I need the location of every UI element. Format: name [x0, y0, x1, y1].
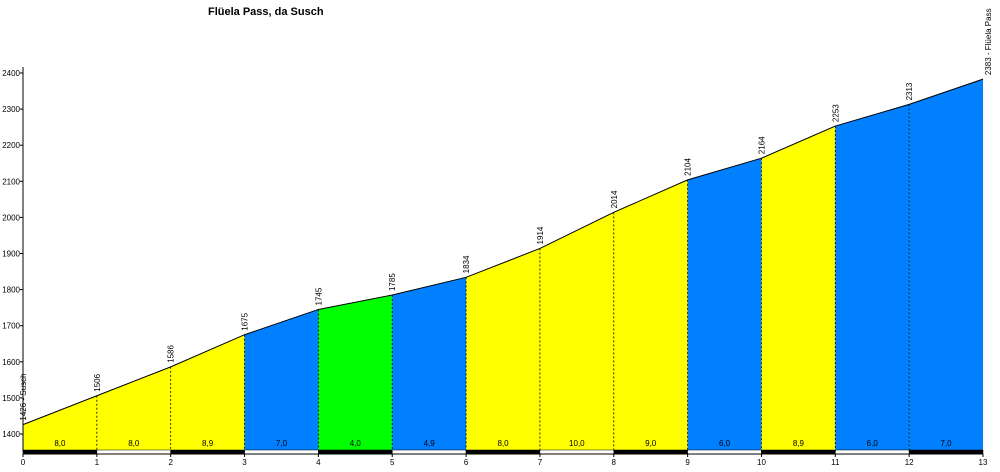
- elevation-label: 1785: [388, 273, 397, 291]
- elevation-label: 2164: [757, 136, 766, 154]
- elevation-label: 1586: [167, 345, 176, 363]
- distance-strip: [539, 449, 615, 455]
- gradient-label: 9,0: [645, 439, 657, 448]
- gradient-label: 8,0: [54, 439, 66, 448]
- x-tick-label: 7: [538, 458, 543, 467]
- elevation-label: 2253: [831, 104, 840, 122]
- x-tick-label: 8: [612, 458, 617, 467]
- x-tick-label: 3: [242, 458, 247, 467]
- gradient-label: 8,9: [793, 439, 805, 448]
- x-tick-label: 0: [21, 458, 26, 467]
- gradient-segment: [392, 277, 467, 452]
- elevation-label: 1506: [93, 373, 102, 391]
- x-tick-label: 5: [390, 458, 395, 467]
- x-tick-label: 10: [757, 458, 766, 467]
- gradient-label: 6,0: [867, 439, 879, 448]
- gradient-label: 4,9: [424, 439, 436, 448]
- elevation-label: 1675: [241, 312, 250, 330]
- gradient-label: 8,9: [202, 439, 214, 448]
- gradient-segment: [318, 295, 393, 452]
- x-tick-label: 11: [831, 458, 840, 467]
- x-tick-label: 4: [316, 458, 321, 467]
- elevation-label: 1745: [314, 287, 323, 305]
- gradient-segment: [23, 395, 97, 452]
- distance-strip: [391, 449, 467, 455]
- elevation-line: [22, 78, 984, 426]
- distance-strip: [613, 449, 688, 455]
- distance-strip: [908, 449, 984, 455]
- x-tick-label: 9: [685, 458, 690, 467]
- gradient-label: 4,0: [350, 439, 362, 448]
- gradient-segment: [835, 104, 910, 453]
- gradient-segment: [96, 366, 171, 452]
- distance-strip: [465, 449, 541, 455]
- gradient-label: 7,0: [276, 439, 288, 448]
- elevation-label: 2014: [610, 190, 619, 208]
- distance-strip: [244, 449, 319, 455]
- distance-strip: [170, 449, 245, 455]
- elevation-label: 2313: [905, 82, 914, 100]
- distance-strip: [318, 449, 393, 455]
- gradient-segment: [466, 248, 540, 452]
- x-tick-label: 6: [464, 458, 469, 467]
- y-tick-label: 1900: [2, 250, 20, 259]
- y-tick-label: 2000: [2, 213, 20, 222]
- y-tick-label: 2300: [2, 105, 20, 114]
- y-tick-label: 2100: [2, 177, 20, 186]
- distance-strip: [687, 449, 762, 455]
- gradient-label: 8,0: [497, 439, 509, 448]
- gradient-segment: [687, 158, 762, 453]
- distance-strip: [22, 449, 98, 455]
- y-tick-label: 1600: [2, 358, 20, 367]
- elevation-label: 2383 - Flüela Pass: [984, 8, 993, 75]
- x-tick-label: 2: [168, 458, 173, 467]
- x-tick-label: 1: [95, 458, 100, 467]
- y-tick-label: 1400: [2, 430, 20, 439]
- distance-strip: [761, 449, 836, 455]
- gradient-label: 10,0: [569, 439, 585, 448]
- gradient-segment: [909, 79, 983, 453]
- x-tick-label: 13: [979, 458, 988, 467]
- elevation-label: 1914: [536, 226, 545, 244]
- gradient-label: 6,0: [719, 439, 731, 448]
- y-tick-label: 2400: [2, 69, 20, 78]
- y-tick-label: 1800: [2, 286, 20, 295]
- gradient-segment: [761, 126, 836, 452]
- distance-strip: [96, 449, 171, 455]
- elevation-label: 1834: [462, 255, 471, 273]
- elevation-label: 2104: [684, 158, 693, 176]
- gradient-segment: [613, 179, 688, 452]
- y-tick-label: 1500: [2, 394, 20, 403]
- distance-strip: [835, 449, 910, 455]
- gradient-label: 8,0: [128, 439, 140, 448]
- gradient-segment: [539, 212, 614, 452]
- y-tick-label: 1700: [2, 322, 20, 331]
- y-tick-label: 2200: [2, 141, 20, 150]
- x-tick-label: 12: [905, 458, 914, 467]
- chart-title: Flüela Pass, da Susch: [208, 6, 324, 18]
- gradient-label: 7,0: [941, 439, 953, 448]
- gradient-segment: [170, 334, 245, 452]
- gradient-segment: [244, 309, 319, 452]
